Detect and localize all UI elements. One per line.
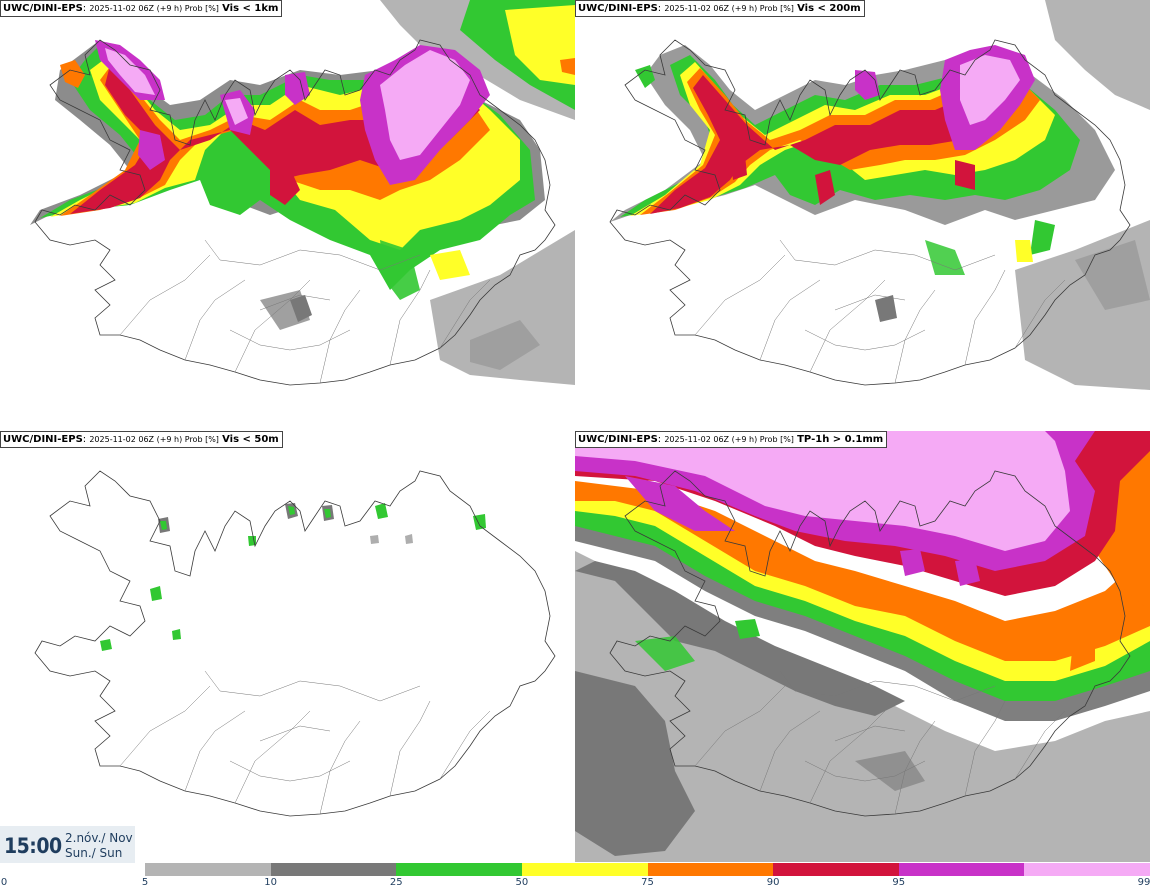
colorbar-tick-label: 10 (264, 877, 277, 888)
model-name: UWC/DINI-EPS (3, 434, 83, 445)
model-name: UWC/DINI-EPS (3, 3, 83, 14)
model-name: UWC/DINI-EPS (578, 434, 658, 445)
run-info: 2025-11-02 06Z (+9 h) Prob [%] (89, 4, 219, 13)
colorbar-segment (647, 863, 774, 876)
colorbar-tick-label: 95 (892, 877, 906, 888)
threshold-label: Vis < 50m (222, 434, 279, 445)
colorbar-segment (145, 863, 271, 876)
colorbar-tick-label: 99 (1137, 877, 1150, 888)
colorbar-segment (773, 863, 899, 876)
run-info: 2025-11-02 06Z (+9 h) Prob [%] (89, 435, 219, 444)
colorbar-segment (898, 863, 1025, 876)
colorbar-tick-label: 75 (641, 877, 654, 888)
probability-map (34, 470, 556, 817)
panel-title: UWC/DINI-EPS: 2025-11-02 06Z (+9 h) Prob… (575, 431, 888, 448)
colorbar-tick-label: 90 (766, 877, 780, 888)
valid-time: 15:00 (4, 834, 62, 858)
valid-date: 2.nóv./ Nov (65, 831, 133, 845)
colorbar-segment (521, 863, 648, 876)
probability-map (609, 0, 1150, 390)
threshold-label: TP-1h > 0.1mm (797, 434, 884, 445)
map-panel-vis-1km: UWC/DINI-EPS: 2025-11-02 06Z (+9 h) Prob… (0, 0, 575, 431)
probability-map (575, 431, 1150, 862)
map-panel-tp-1h: UWC/DINI-EPS: 2025-11-02 06Z (+9 h) Prob… (575, 431, 1150, 862)
probability-colorbar (145, 863, 1150, 876)
colorbar-tick-label: 25 (389, 877, 403, 888)
panel-title: UWC/DINI-EPS: 2025-11-02 06Z (+9 h) Prob… (575, 0, 865, 17)
probability-map (30, 0, 575, 386)
colorbar-segment (396, 863, 522, 876)
valid-time-box: 15:00 2.nóv./ Nov Sun./ Sun (0, 826, 135, 863)
panel-title: UWC/DINI-EPS: 2025-11-02 06Z (+9 h) Prob… (0, 431, 283, 448)
model-name: UWC/DINI-EPS (578, 3, 658, 14)
run-info: 2025-11-02 06Z (+9 h) Prob [%] (664, 435, 794, 444)
colorbar-segment (270, 863, 397, 876)
panel-title: UWC/DINI-EPS: 2025-11-02 06Z (+9 h) Prob… (0, 0, 283, 17)
map-panel-vis-200m: UWC/DINI-EPS: 2025-11-02 06Z (+9 h) Prob… (575, 0, 1150, 431)
colorbar-segment (1024, 863, 1150, 876)
run-info: 2025-11-02 06Z (+9 h) Prob [%] (664, 4, 794, 13)
valid-weekday: Sun./ Sun (65, 846, 123, 860)
map-panel-vis-50m: UWC/DINI-EPS: 2025-11-02 06Z (+9 h) Prob… (0, 431, 575, 862)
threshold-label: Vis < 200m (797, 3, 861, 14)
colorbar-tick-label: 50 (515, 877, 529, 888)
colorbar-tick-label: 5 (141, 877, 149, 888)
threshold-label: Vis < 1km (222, 3, 279, 14)
colorbar-tick-label: 0 (0, 877, 8, 888)
